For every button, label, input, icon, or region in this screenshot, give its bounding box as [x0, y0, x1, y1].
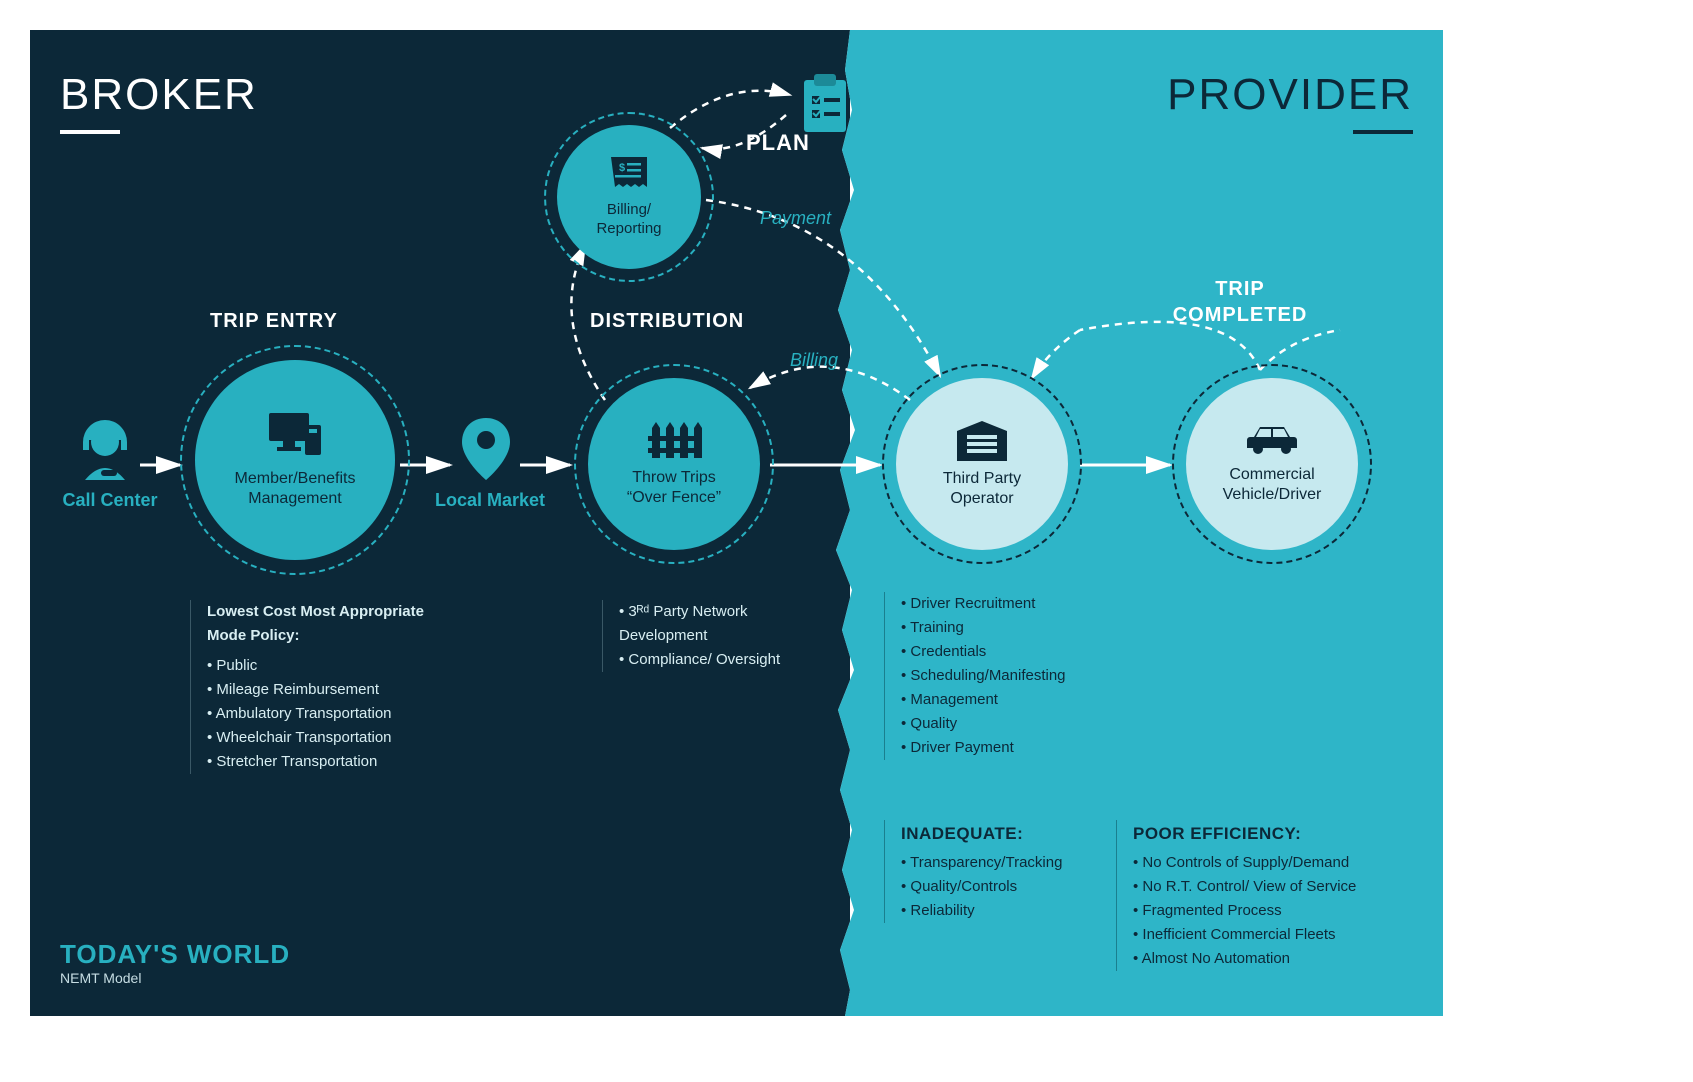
- trip-entry-section: TRIP ENTRY: [210, 310, 338, 333]
- list-item: Driver Payment: [901, 736, 1094, 760]
- list-item: Fragmented Process: [1133, 899, 1396, 923]
- list-item: Mileage Reimbursement: [207, 678, 450, 702]
- distribution-node: Throw Trips “Over Fence”: [588, 378, 760, 550]
- billing-edge-label: Billing: [790, 350, 838, 371]
- local-market-label: Local Market: [430, 490, 550, 511]
- trip-completed-section: TRIP COMPLETED: [1160, 276, 1320, 328]
- broker-underline: [60, 130, 120, 134]
- list-item: Scheduling/Manifesting: [901, 664, 1094, 688]
- list-item: Ambulatory Transportation: [207, 702, 450, 726]
- billing-reporting-node: $ Billing/ Reporting: [557, 125, 701, 269]
- list-item: Transparency/Tracking: [901, 851, 1084, 875]
- member-bullets: Lowest Cost Most Appropriate Mode Policy…: [190, 600, 450, 774]
- fence-icon: [646, 420, 702, 460]
- list-item: Training: [901, 616, 1094, 640]
- distribution-bullets: 3ᴿᵈ Party Network DevelopmentCompliance/…: [602, 600, 782, 672]
- invoice-icon: $: [609, 155, 649, 193]
- inadequate-bullets: INADEQUATE: Transparency/TrackingQuality…: [884, 820, 1084, 923]
- monitor-icon: [265, 411, 325, 461]
- diagram-canvas: BROKER PROVIDER TRIP ENTRY DISTRIBUTION …: [30, 30, 1443, 1016]
- list-item: Wheelchair Transportation: [207, 726, 450, 750]
- provider-underline: [1353, 130, 1413, 134]
- list-item: Credentials: [901, 640, 1094, 664]
- list-item: Public: [207, 654, 450, 678]
- list-item: Management: [901, 688, 1094, 712]
- car-icon: [1246, 423, 1298, 457]
- payment-edge-label: Payment: [760, 208, 831, 229]
- list-item: Quality/Controls: [901, 875, 1084, 899]
- list-item: No Controls of Supply/Demand: [1133, 851, 1396, 875]
- svg-text:$: $: [619, 162, 625, 174]
- list-item: No R.T. Control/ View of Service: [1133, 875, 1396, 899]
- garage-icon: [955, 419, 1009, 461]
- provider-title: PROVIDER: [1167, 70, 1413, 120]
- efficiency-bullets: POOR EFFICIENCY: No Controls of Supply/D…: [1116, 820, 1396, 971]
- broker-title: BROKER: [60, 70, 258, 120]
- footer-label: TODAY'S WORLD NEMT Model: [60, 939, 290, 986]
- third-party-bullets: Driver RecruitmentTrainingCredentialsSch…: [884, 592, 1094, 760]
- list-item: Stretcher Transportation: [207, 750, 450, 774]
- distribution-section: DISTRIBUTION: [590, 310, 744, 333]
- vehicle-node: Commercial Vehicle/Driver: [1186, 378, 1358, 550]
- list-item: Almost No Automation: [1133, 947, 1396, 971]
- call-center-label: Call Center: [50, 490, 170, 511]
- list-item: Reliability: [901, 899, 1084, 923]
- list-item: Quality: [901, 712, 1094, 736]
- list-item: Driver Recruitment: [901, 592, 1094, 616]
- member-node: Member/Benefits Management: [195, 360, 395, 560]
- list-item: Compliance/ Oversight: [619, 648, 782, 672]
- plan-section: PLAN: [746, 130, 810, 156]
- third-party-node: Third Party Operator: [896, 378, 1068, 550]
- list-item: Inefficient Commercial Fleets: [1133, 923, 1396, 947]
- list-item: 3ᴿᵈ Party Network Development: [619, 600, 782, 648]
